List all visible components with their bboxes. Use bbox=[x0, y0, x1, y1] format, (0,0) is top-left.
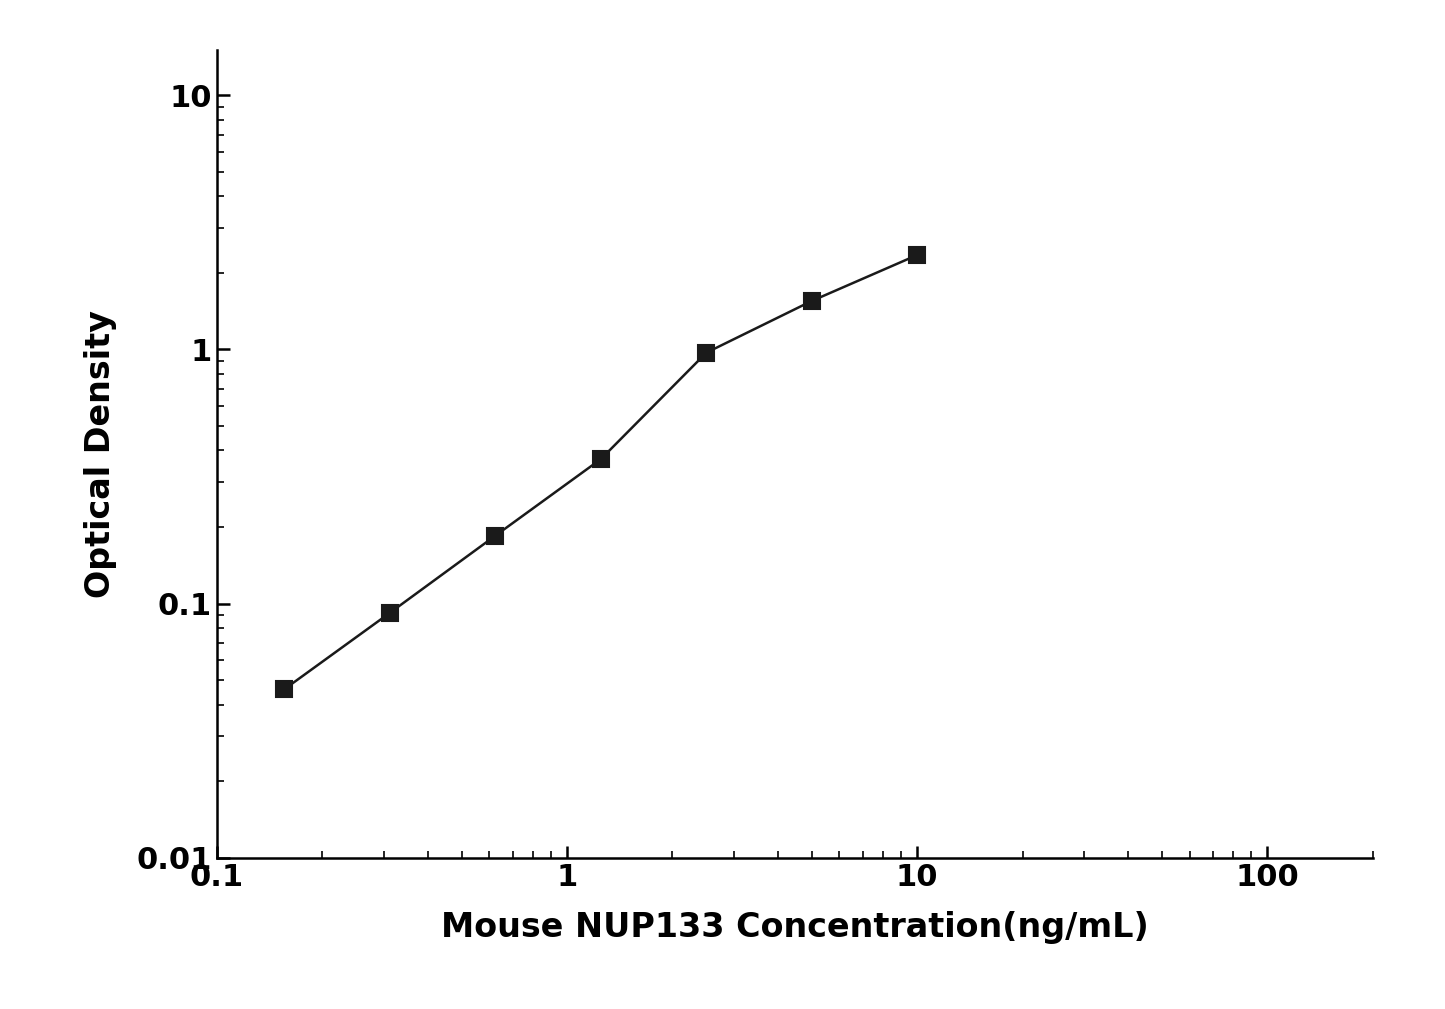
X-axis label: Mouse NUP133 Concentration(ng/mL): Mouse NUP133 Concentration(ng/mL) bbox=[441, 911, 1149, 944]
Y-axis label: Optical Density: Optical Density bbox=[84, 310, 117, 598]
